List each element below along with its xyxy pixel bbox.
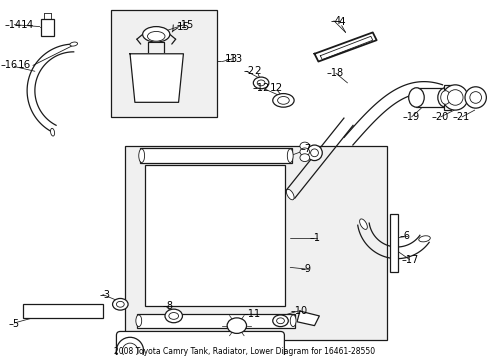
Text: –8: –8	[163, 301, 173, 311]
Text: –5: –5	[8, 319, 20, 329]
Text: 14: 14	[21, 20, 35, 30]
Ellipse shape	[418, 236, 429, 242]
Text: –11: –11	[243, 309, 260, 319]
Text: –1: –1	[309, 233, 320, 243]
Bar	[144, 166, 285, 306]
Polygon shape	[130, 54, 183, 102]
Text: 15: 15	[176, 22, 189, 32]
Ellipse shape	[147, 31, 164, 41]
Ellipse shape	[286, 189, 293, 200]
Text: –10: –10	[290, 306, 307, 316]
Ellipse shape	[299, 154, 309, 162]
Text: 16: 16	[18, 60, 31, 71]
Ellipse shape	[257, 80, 264, 86]
Polygon shape	[314, 32, 376, 62]
Bar	[416, 88, 445, 107]
Ellipse shape	[290, 315, 295, 327]
Ellipse shape	[226, 318, 246, 333]
Ellipse shape	[276, 318, 284, 324]
Text: –16: –16	[0, 60, 18, 71]
Bar	[137, 314, 294, 328]
Ellipse shape	[116, 301, 124, 307]
Ellipse shape	[70, 42, 78, 46]
Ellipse shape	[122, 343, 138, 359]
Ellipse shape	[116, 337, 143, 360]
Ellipse shape	[442, 85, 467, 110]
Polygon shape	[296, 311, 319, 326]
FancyBboxPatch shape	[116, 332, 284, 360]
Text: –20: –20	[430, 112, 447, 122]
Ellipse shape	[272, 315, 288, 327]
Text: –13: –13	[224, 54, 242, 64]
Ellipse shape	[50, 129, 55, 136]
Ellipse shape	[168, 312, 178, 319]
Ellipse shape	[272, 94, 293, 107]
Ellipse shape	[310, 149, 318, 157]
Ellipse shape	[287, 149, 292, 162]
Ellipse shape	[306, 145, 322, 161]
Bar	[443, 85, 450, 110]
Text: 13: 13	[224, 54, 238, 64]
Bar	[23, 304, 102, 318]
Ellipse shape	[440, 91, 449, 104]
Ellipse shape	[277, 96, 289, 104]
Text: 4: 4	[338, 17, 345, 27]
Bar	[389, 214, 397, 272]
Bar	[140, 148, 291, 163]
Text: 2008 Toyota Camry Tank, Radiator, Lower Diagram for 16461-28550: 2008 Toyota Camry Tank, Radiator, Lower …	[114, 347, 374, 356]
Text: –9: –9	[300, 264, 311, 274]
Text: 12: 12	[269, 83, 283, 93]
Ellipse shape	[253, 77, 268, 89]
Ellipse shape	[164, 309, 182, 323]
Text: –15: –15	[176, 20, 193, 30]
Bar	[125, 146, 386, 340]
Text: –7: –7	[300, 144, 311, 154]
Text: –21: –21	[452, 112, 469, 122]
Ellipse shape	[142, 27, 169, 42]
Ellipse shape	[299, 142, 309, 150]
Text: –19: –19	[402, 112, 419, 122]
Ellipse shape	[447, 90, 462, 105]
Ellipse shape	[136, 315, 142, 327]
Ellipse shape	[464, 87, 486, 108]
Bar	[110, 10, 217, 117]
Text: –2: –2	[243, 66, 254, 76]
Text: –18: –18	[326, 68, 343, 78]
Ellipse shape	[359, 219, 366, 229]
Text: –3: –3	[100, 289, 110, 300]
Ellipse shape	[437, 88, 452, 107]
Ellipse shape	[112, 298, 128, 310]
Bar	[41, 19, 54, 36]
Text: –4: –4	[330, 16, 341, 26]
Ellipse shape	[408, 88, 424, 107]
Text: –6: –6	[399, 231, 410, 241]
Text: –17: –17	[401, 255, 418, 265]
Ellipse shape	[299, 148, 309, 156]
Text: 2: 2	[254, 66, 261, 76]
Text: –12: –12	[252, 83, 269, 93]
Ellipse shape	[139, 149, 144, 162]
Text: –14: –14	[4, 20, 21, 30]
Ellipse shape	[469, 92, 481, 103]
